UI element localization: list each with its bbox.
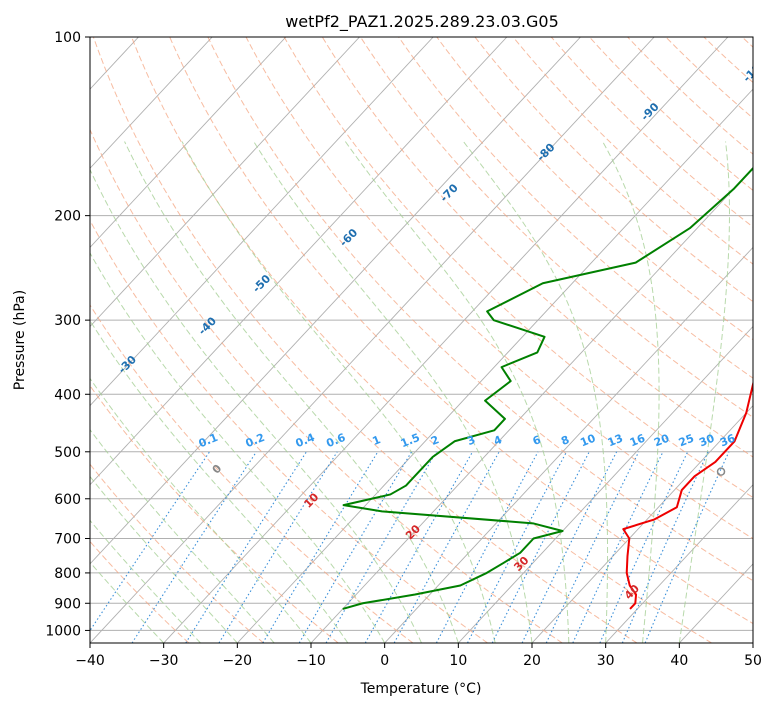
dry-adiabat [321,37,753,458]
moist-adiabat [90,377,312,643]
mixing-ratio-label: 1 [371,433,383,448]
x-tick-label: 20 [523,653,541,669]
adiabat-layer [90,37,753,643]
moist-adiabat [90,519,201,643]
isotherm-line [458,325,753,643]
dry-adiabat [207,37,753,582]
y-tick-label: 400 [54,387,81,403]
dewpoint-profile-line [342,166,753,610]
series-layer [342,166,753,610]
mixing-ratio-layer [90,451,730,643]
mixing-ratio-label: 8 [559,433,571,448]
isotherm-line [90,37,360,328]
x-tick-label: 50 [744,653,762,669]
mixing-ratio-line [435,451,539,643]
plot-frame [89,36,754,644]
mixing-ratio-line [325,451,437,643]
x-tick-label: 40 [670,653,688,669]
isotherm-line [90,37,581,565]
dry-adiabat [90,463,264,643]
isotherm-line [163,37,729,643]
moist-adiabat [253,141,533,643]
mixing-ratio-line [572,451,664,643]
dry-adiabat [131,37,712,643]
mixing-ratio-label: 30 [697,432,716,450]
x-tick-label: −40 [75,653,105,669]
mixing-ratio-label: 20 [652,432,671,450]
mixing-ratio-label: 2 [429,433,441,448]
dry-adiabat [360,37,753,418]
mixing-ratio-label: 10 [578,432,597,450]
y-tick-label: 900 [54,596,81,612]
moist-adiabat [462,141,609,643]
x-tick-label: −10 [296,653,326,669]
mixing-ratio-line [599,451,689,643]
isotherm-line [384,246,753,643]
y-tick-label: 200 [54,209,81,225]
dry-adiabat [90,304,414,643]
y-tick-label: 100 [54,30,81,46]
moist-adiabat [90,168,422,643]
moist-adiabat [90,475,238,643]
y-axis-label: Pressure (hPa) [12,290,28,390]
mixing-ratio-line [545,451,640,643]
moist-adiabat [181,141,496,643]
isotherm-line [90,37,213,169]
x-tick-label: −30 [149,653,179,669]
x-tick-label: 30 [597,653,615,669]
dry-adiabat [245,37,753,540]
y-axis-ticks: 100 200 300 400 500 600 700 800 900 1000 [45,30,90,639]
isotherm-line [605,484,753,643]
mixing-ratio-line [185,451,307,643]
mixing-ratio-label: 16 [628,432,647,450]
moist-adiabat [678,141,730,643]
moist-adiabat [90,561,165,643]
mixing-ratio-line [218,451,338,643]
x-tick-label: 10 [449,653,467,669]
mixing-ratio-label: 25 [677,432,696,450]
x-axis-ticks: −40 −30 −20 −10 0 10 20 30 40 50 [75,643,762,669]
mixing-ratio-label: 36 [718,432,737,450]
isotherm-line [90,37,434,407]
mixing-ratio-line [364,451,474,643]
y-tick-label: 300 [54,313,81,329]
x-axis-label: Temperature (°C) [360,681,482,697]
isotherm-line [237,88,753,643]
y-tick-label: 500 [54,445,81,461]
dry-adiabat [90,128,563,643]
moist-adiabat [344,141,570,643]
isotherm-line [90,37,287,249]
dry-adiabat [283,37,753,499]
isotherm-line [90,37,508,486]
mixing-ratio-label: 3 [465,433,477,448]
y-tick-label: 700 [54,532,81,548]
isotherm-line [531,404,753,643]
mixing-ratio-label: 13 [606,432,625,450]
x-tick-label: −20 [223,653,253,669]
dry-adiabat [169,37,753,625]
moist-adiabat [90,428,275,643]
y-tick-label: 600 [54,492,81,508]
mixing-ratio-line [621,451,709,643]
x-tick-label: 0 [380,653,389,669]
parcel-marker [716,467,726,476]
moist-adiabat [124,141,459,643]
moist-adiabat [90,319,349,643]
y-tick-label: 1000 [45,623,81,639]
mixing-ratio-line [298,451,413,643]
temperature-profile-line [622,380,753,610]
y-tick-label: 800 [54,566,81,582]
dry-adiabat [398,37,753,379]
moist-adiabat [602,141,660,643]
dry-adiabat [627,37,753,155]
mixing-ratio-line [393,451,500,643]
mixing-ratio-line [262,451,379,643]
chart-title: wetPf2_PAZ1.2025.289.23.03.G05 [285,12,559,32]
